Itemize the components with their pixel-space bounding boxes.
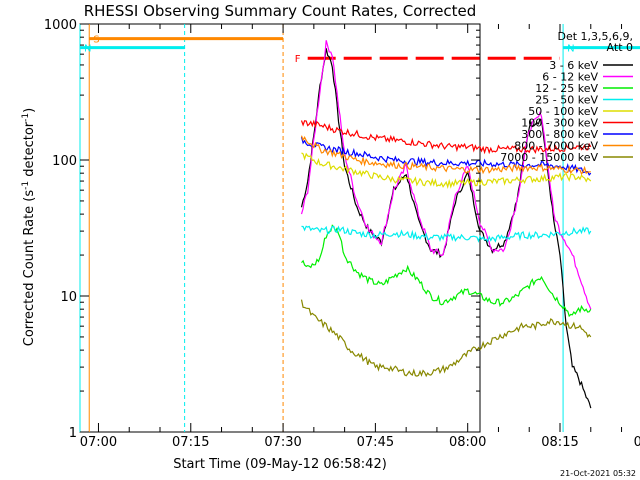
state-bar-label: S: [93, 35, 99, 46]
state-bar-label: F: [295, 54, 301, 65]
legend-label: 3 - 6 keV: [549, 59, 598, 72]
y-tick-label: 10: [60, 290, 77, 305]
y-axis-label-part: ): [22, 108, 37, 113]
y-axis-label-part: -1: [21, 113, 31, 122]
y-tick-label: 100: [52, 154, 77, 169]
y-axis-label-part: -1: [21, 181, 31, 190]
x-tick-label: 07:15: [172, 435, 209, 450]
x-axis-label: Start Time (09-May-12 06:58:42): [173, 457, 387, 472]
legend-label: 25 - 50 keV: [535, 94, 598, 107]
legend-label: 300 - 800 keV: [521, 128, 598, 141]
series-line: [301, 152, 592, 189]
y-tick-label: 1000: [44, 18, 77, 33]
series-line: [301, 225, 592, 243]
series-line: [300, 40, 592, 310]
state-bar-label: N: [84, 44, 91, 55]
x-axis-ticks: 07:00 07:15 07:30 07:45 08:00 08:15 08:30: [80, 24, 640, 450]
series-line: [300, 136, 592, 176]
y-axis-label: Corrected Count Rate (s-1 detector-1): [21, 108, 37, 346]
x-tick-label: 07:30: [264, 435, 301, 450]
y-axis-ticks: 1 10 100 1000: [44, 18, 480, 441]
x-tick-label: 08:15: [541, 435, 578, 450]
state-bars: SN NF: [80, 35, 640, 65]
legend-label: 800 - 7000 keV: [514, 140, 598, 153]
y-axis-label-part: detector: [22, 121, 37, 181]
chart-title: RHESSI Observing Summary Count Rates, Co…: [84, 2, 477, 20]
y-axis-label-part: Corrected Count Rate (s: [22, 190, 37, 347]
generation-timestamp: 21-Oct-2021 05:32: [560, 469, 636, 478]
legend-label: 6 - 12 keV: [542, 71, 598, 84]
series-line: [300, 135, 591, 176]
legend-header-line-2: Att 0: [607, 41, 633, 54]
legend-label: 7000 - 15000 keV: [500, 151, 598, 164]
series-line: [300, 299, 592, 378]
x-tick-label: 08:00: [449, 435, 486, 450]
legend-header-line-1: Det 1,3,5,6,9,: [557, 30, 633, 43]
y-tick-label: 1: [69, 426, 77, 441]
legend-label: 100 - 300 keV: [521, 117, 598, 130]
legend-label: 12 - 25 keV: [535, 82, 598, 95]
legend-label: 50 - 100 keV: [528, 105, 598, 118]
x-tick-label: 07:00: [80, 435, 117, 450]
x-tick-label: 08:30: [634, 435, 640, 450]
state-bar-label: N: [567, 44, 574, 55]
series-lines: [300, 40, 592, 409]
series-line: [300, 119, 592, 155]
vertical-markers: [79, 24, 564, 432]
x-tick-label: 07:45: [357, 435, 394, 450]
series-line: [301, 224, 592, 318]
